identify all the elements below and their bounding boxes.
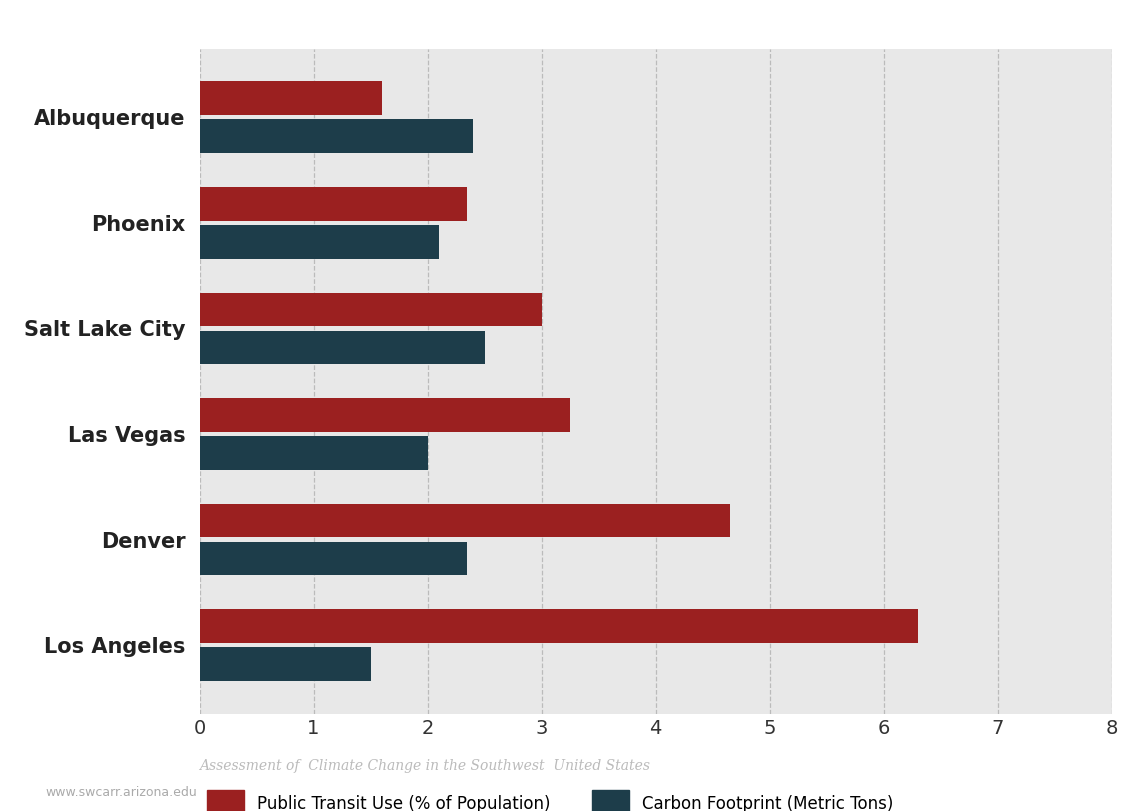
Bar (200, 542, 467, 575)
Bar (200, 331, 484, 364)
Bar (200, 504, 730, 538)
Bar (200, 398, 570, 431)
Bar (200, 609, 918, 643)
Bar (200, 293, 542, 326)
Text: Assessment of  Climate Change in the Southwest  United States: Assessment of Climate Change in the Sout… (200, 759, 651, 774)
Bar (200, 187, 467, 221)
Legend: Public Transit Use (% of Population), Carbon Footprint (Metric Tons): Public Transit Use (% of Population), Ca… (198, 782, 902, 811)
Text: www.swcarr.arizona.edu: www.swcarr.arizona.edu (46, 786, 197, 799)
Bar (200, 647, 370, 681)
Bar (200, 81, 382, 115)
Bar (200, 119, 473, 153)
Bar (200, 436, 428, 470)
Bar (200, 225, 439, 259)
